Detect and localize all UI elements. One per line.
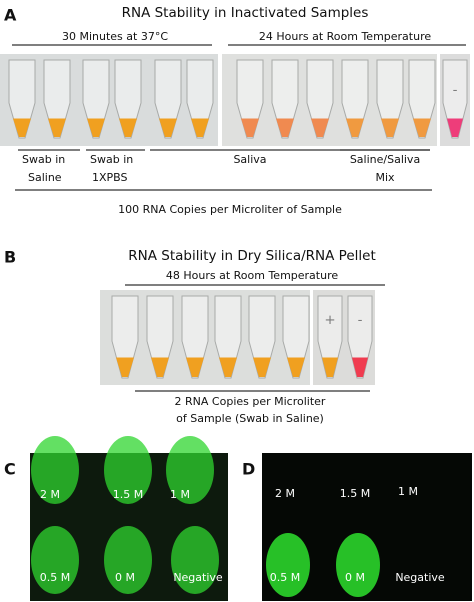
tube-liquid <box>151 357 169 377</box>
tube-liquid <box>13 118 31 137</box>
fluorescent-tube <box>104 436 152 504</box>
tube-liquid <box>287 357 305 377</box>
group-label: Swab in <box>22 153 65 166</box>
control-label: - <box>453 82 458 98</box>
tube-label: 1.5 M <box>340 487 370 500</box>
tube-liquid <box>311 118 329 137</box>
tube-label: 0 M <box>115 571 135 584</box>
tube-label: 0.5 M <box>270 571 300 584</box>
tube-liquid <box>219 357 237 377</box>
control-label: - <box>358 312 363 328</box>
tube-label: 2 M <box>275 487 295 500</box>
group-label: Saline <box>28 171 62 184</box>
tube-liquid <box>381 118 399 137</box>
panel-label: D <box>242 460 255 479</box>
fluorescent-tube <box>336 533 380 597</box>
tube-liquid <box>48 118 66 137</box>
tube-label: Negative <box>395 571 445 584</box>
footer: 100 RNA Copies per Microliter of Sample <box>118 203 342 216</box>
tube-liquid <box>447 118 463 137</box>
fluorescent-tube <box>31 436 79 504</box>
tube-liquid <box>159 118 177 137</box>
group-label: Swab in <box>90 153 133 166</box>
tube-liquid <box>253 357 271 377</box>
tube-liquid <box>116 357 134 377</box>
fluorescent-tube <box>104 526 152 594</box>
tube-liquid <box>322 357 338 377</box>
panel-label: A <box>4 6 17 25</box>
panel-label: C <box>4 460 16 479</box>
group-label: 1XPBS <box>92 171 128 184</box>
condition: 30 Minutes at 37°C <box>62 30 168 43</box>
tube-liquid <box>276 118 294 137</box>
fluorescent-tube <box>266 533 310 597</box>
footer: 2 RNA Copies per Microliter <box>175 395 326 408</box>
group-label: Saliva <box>233 153 266 166</box>
fluorescent-tube <box>171 526 219 594</box>
panel-title: RNA Stability in Dry Silica/RNA Pellet <box>128 248 376 264</box>
tube-label: 2 M <box>40 488 60 501</box>
tube-liquid <box>413 118 431 137</box>
footer: of Sample (Swab in Saline) <box>176 412 324 425</box>
tube-liquid <box>186 357 204 377</box>
group-label: Mix <box>375 171 395 184</box>
tube-liquid <box>119 118 137 137</box>
tube-liquid <box>87 118 105 137</box>
panel-title: RNA Stability in Inactivated Samples <box>122 5 369 21</box>
fluorescent-tube <box>166 436 214 504</box>
tube-liquid <box>346 118 364 137</box>
tube-liquid <box>191 118 209 137</box>
condition: 48 Hours at Room Temperature <box>166 269 338 282</box>
tube-label: 1 M <box>170 488 190 501</box>
photo <box>222 54 437 146</box>
tube-liquid <box>352 357 368 377</box>
condition: 24 Hours at Room Temperature <box>259 30 431 43</box>
panel-label: B <box>4 248 16 267</box>
control-label: + <box>324 312 335 328</box>
tube-label: 1 M <box>398 485 418 498</box>
tube-label: Negative <box>173 571 223 584</box>
tube-label: 1.5 M <box>113 488 143 501</box>
fluorescent-tube <box>31 526 79 594</box>
group-label: Saline/Saliva <box>350 153 420 166</box>
tube-label: 0.5 M <box>40 571 70 584</box>
tube-liquid <box>241 118 259 137</box>
tube-label: 0 M <box>345 571 365 584</box>
